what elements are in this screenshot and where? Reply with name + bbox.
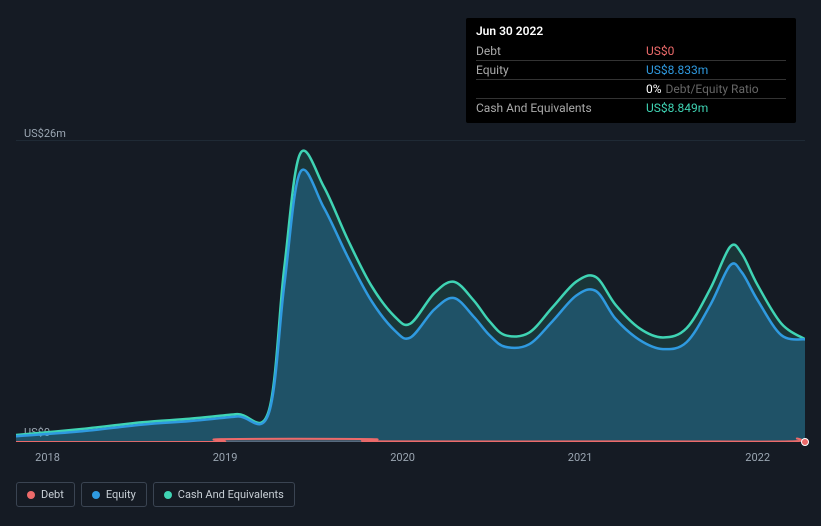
tooltip-row: 0%Debt/Equity Ratio [476, 80, 786, 99]
legend-item[interactable]: Debt [16, 482, 75, 507]
tooltip-row-value: US$8.833m [646, 63, 786, 77]
chart-plot-area [16, 140, 805, 442]
legend-dot-icon [27, 491, 35, 499]
tooltip-row-value: US$0 [646, 44, 786, 58]
tooltip-row-value: 0%Debt/Equity Ratio [646, 82, 786, 96]
tooltip-row: Cash And EquivalentsUS$8.849m [476, 99, 786, 117]
legend-label: Equity [106, 488, 136, 501]
legend-dot-icon [164, 491, 172, 499]
legend-dot-icon [92, 491, 100, 499]
chart-legend: Debt Equity Cash And Equivalents [16, 482, 295, 507]
legend-item[interactable]: Equity [81, 482, 147, 507]
x-axis-label: 2018 [35, 451, 60, 464]
tooltip-row-value: US$8.849m [646, 101, 786, 115]
area-chart-svg [16, 140, 805, 442]
x-axis-labels: 2018 2019 2020 2021 2022 [16, 451, 805, 471]
tooltip-row-label: Cash And Equivalents [476, 101, 646, 115]
legend-label: Debt [41, 488, 64, 501]
tooltip-row-label: Debt [476, 44, 646, 58]
x-axis-label: 2019 [213, 451, 238, 464]
tooltip-row: EquityUS$8.833m [476, 61, 786, 80]
legend-item[interactable]: Cash And Equivalents [153, 482, 295, 507]
debt-end-marker [801, 438, 809, 446]
x-axis-label: 2022 [745, 451, 770, 464]
tooltip-row-subtext: Debt/Equity Ratio [666, 82, 759, 96]
tooltip-row: DebtUS$0 [476, 42, 786, 61]
x-axis-label: 2020 [390, 451, 415, 464]
y-axis-max-label: US$26m [24, 127, 66, 140]
chart-tooltip: Jun 30 2022 DebtUS$0EquityUS$8.833m0%Deb… [466, 18, 796, 123]
tooltip-row-label: Equity [476, 63, 646, 77]
legend-label: Cash And Equivalents [178, 488, 284, 501]
tooltip-row-label [476, 82, 646, 96]
tooltip-date: Jun 30 2022 [476, 24, 786, 38]
x-axis-label: 2021 [568, 451, 593, 464]
